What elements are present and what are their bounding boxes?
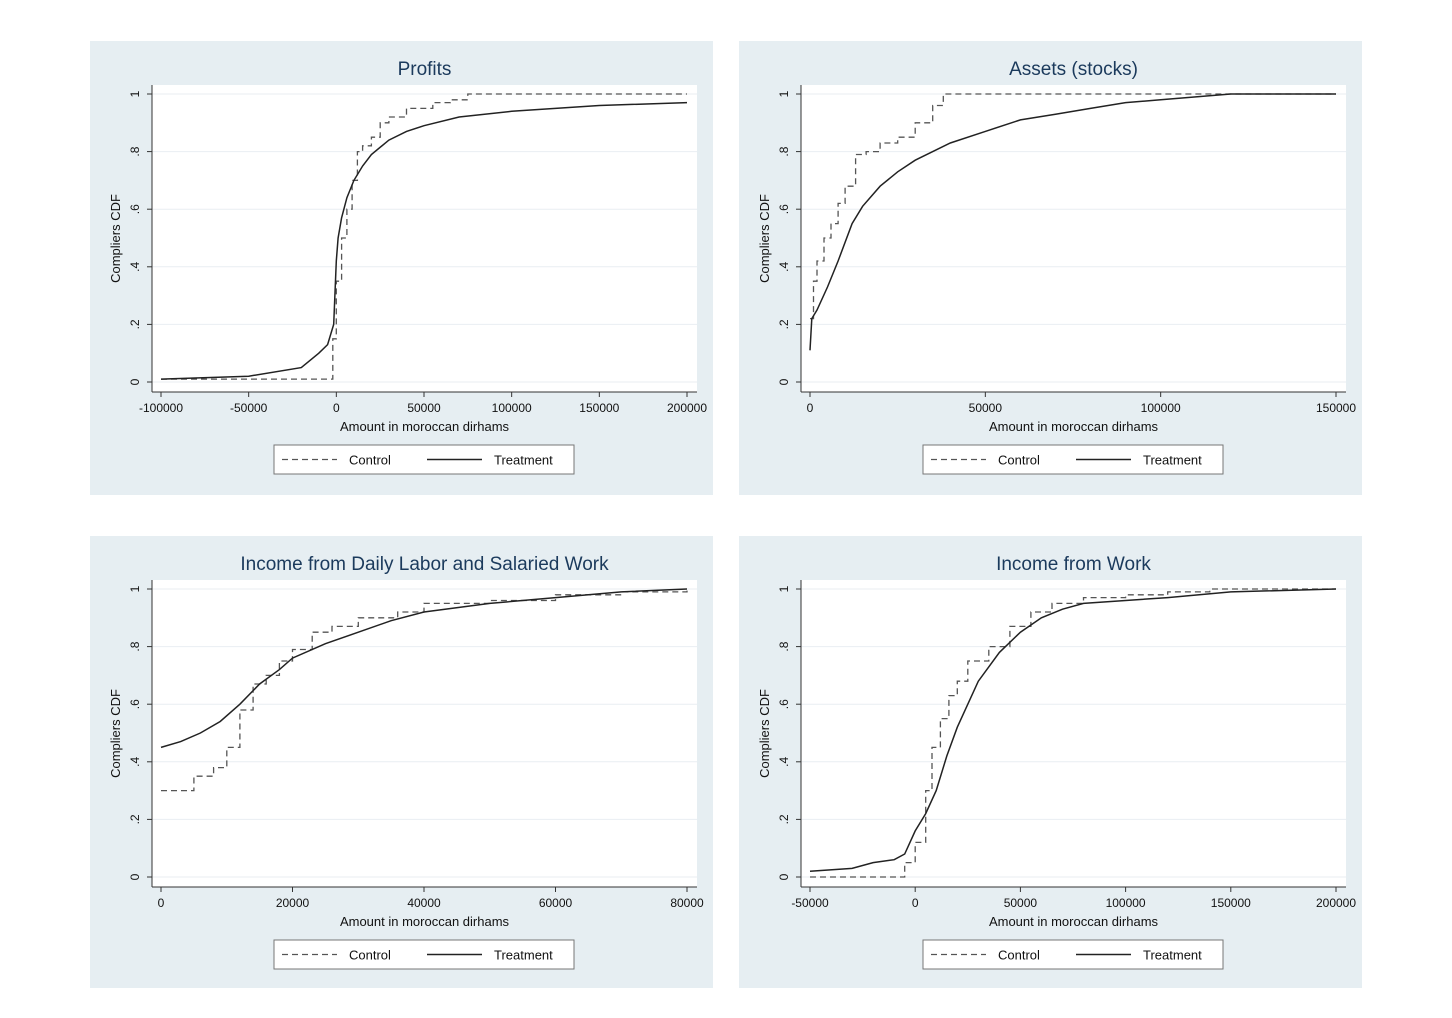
- y-tick-label: 1: [128, 585, 142, 592]
- y-tick-label: .8: [128, 641, 142, 651]
- legend: Control Treatment: [273, 939, 575, 970]
- y-tick-label: .2: [128, 319, 142, 329]
- x-tick-label: 40000: [407, 896, 441, 910]
- y-tick-label: 1: [128, 90, 142, 97]
- x-tick-label: -100000: [139, 401, 183, 415]
- x-tick-label: 150000: [579, 401, 619, 415]
- chart-title: Income from Daily Labor and Salaried Wor…: [240, 554, 609, 575]
- x-tick-label: 80000: [670, 896, 704, 910]
- x-tick-label: 100000: [1141, 401, 1181, 415]
- y-tick-label: 0: [777, 873, 791, 880]
- series-line-treatment: [160, 101, 688, 380]
- legend: Control Treatment: [273, 444, 575, 475]
- y-tick-label: .6: [777, 699, 791, 709]
- y-axis-label: Compliers CDF: [108, 194, 123, 283]
- series-line-control: [161, 93, 687, 380]
- legend-label-control: Control: [349, 453, 391, 468]
- y-tick-label: .6: [128, 699, 142, 709]
- series-line-treatment: [809, 93, 1336, 351]
- chart-panel-assets: Assets (stocks) 0 .2 .4 .6 .8 1 0 50000 100000 150…: [739, 41, 1362, 495]
- y-tick-label: .4: [777, 756, 791, 766]
- chart-panel-income-work: Income from Work 0 .2 .4 .6 .8 1 -50000 0 50000 10…: [739, 536, 1362, 988]
- chart-svg: Profits 0 .2 .4 .6 .8 1 -100000 -50000 0 50000 1000…: [108, 59, 707, 475]
- x-tick-label: 200000: [1316, 896, 1356, 910]
- y-axis-label: Compliers CDF: [757, 689, 772, 778]
- y-tick-label: 1: [777, 585, 791, 592]
- chart-panel-profits: Profits 0 .2 .4 .6 .8 1 -100000 -50000 0 50000 1000…: [90, 41, 713, 495]
- legend: Control Treatment: [922, 939, 1224, 970]
- plot-area: [801, 85, 1346, 392]
- x-tick-label: 150000: [1211, 896, 1251, 910]
- y-tick-label: .2: [777, 319, 791, 329]
- plot-area: [152, 85, 697, 392]
- plot-area: [152, 580, 697, 887]
- x-tick-label: 60000: [539, 896, 573, 910]
- y-axis-label: Compliers CDF: [757, 194, 772, 283]
- x-tick-label: 0: [807, 401, 814, 415]
- chart-svg: Income from Work 0 .2 .4 .6 .8 1 -50000 0 50000 10…: [757, 554, 1356, 970]
- chart-title: Income from Work: [996, 554, 1151, 575]
- x-tick-label: -50000: [791, 896, 829, 910]
- y-tick-label: .6: [128, 204, 142, 214]
- legend-label-treatment: Treatment: [494, 948, 553, 963]
- legend-label-control: Control: [998, 948, 1040, 963]
- x-tick-label: 100000: [1106, 896, 1146, 910]
- legend-label-control: Control: [349, 948, 391, 963]
- x-tick-label: 150000: [1316, 401, 1356, 415]
- chart-title: Profits: [398, 59, 452, 80]
- y-tick-label: .4: [777, 261, 791, 271]
- y-tick-label: .6: [777, 204, 791, 214]
- y-tick-label: .8: [128, 146, 142, 156]
- y-tick-label: .8: [777, 641, 791, 651]
- y-tick-label: 0: [777, 378, 791, 385]
- series-line-treatment: [160, 588, 688, 749]
- x-tick-label: 100000: [492, 401, 532, 415]
- x-tick-label: 50000: [969, 401, 1003, 415]
- x-axis-label: Amount in moroccan dirhams: [989, 914, 1159, 929]
- x-tick-label: 0: [333, 401, 340, 415]
- legend-label-treatment: Treatment: [494, 453, 553, 468]
- legend-box: [922, 939, 1224, 970]
- y-tick-label: .4: [128, 261, 142, 271]
- y-axis-label: Compliers CDF: [108, 689, 123, 778]
- y-tick-label: 0: [128, 873, 142, 880]
- legend-label-treatment: Treatment: [1143, 453, 1202, 468]
- x-axis-label: Amount in moroccan dirhams: [340, 914, 510, 929]
- chart-svg: Assets (stocks) 0 .2 .4 .6 .8 1 0 50000 100000 150…: [757, 59, 1356, 475]
- x-tick-label: 50000: [1004, 896, 1038, 910]
- chart-svg: Income from Daily Labor and Salaried Wor…: [108, 554, 704, 970]
- x-tick-label: 20000: [276, 896, 310, 910]
- x-axis-label: Amount in moroccan dirhams: [340, 419, 510, 434]
- legend: Control Treatment: [922, 444, 1224, 475]
- x-tick-label: 50000: [407, 401, 441, 415]
- x-tick-label: 0: [912, 896, 919, 910]
- chart-panel-income-daily-labor: Income from Daily Labor and Salaried Wor…: [90, 536, 713, 988]
- x-axis-label: Amount in moroccan dirhams: [989, 419, 1159, 434]
- y-tick-label: 1: [777, 90, 791, 97]
- y-tick-label: 0: [128, 378, 142, 385]
- legend-label-treatment: Treatment: [1143, 948, 1202, 963]
- y-tick-label: .2: [128, 814, 142, 824]
- chart-title: Assets (stocks): [1009, 59, 1138, 80]
- x-tick-label: 200000: [667, 401, 707, 415]
- plot-area: [801, 580, 1346, 887]
- x-tick-label: 0: [158, 896, 165, 910]
- y-tick-label: .2: [777, 814, 791, 824]
- x-tick-label: -50000: [230, 401, 268, 415]
- series-line-treatment: [809, 588, 1337, 872]
- y-tick-label: .8: [777, 146, 791, 156]
- series-line-control: [810, 93, 1336, 320]
- y-tick-label: .4: [128, 756, 142, 766]
- series-line-control: [810, 588, 1336, 878]
- legend-label-control: Control: [998, 453, 1040, 468]
